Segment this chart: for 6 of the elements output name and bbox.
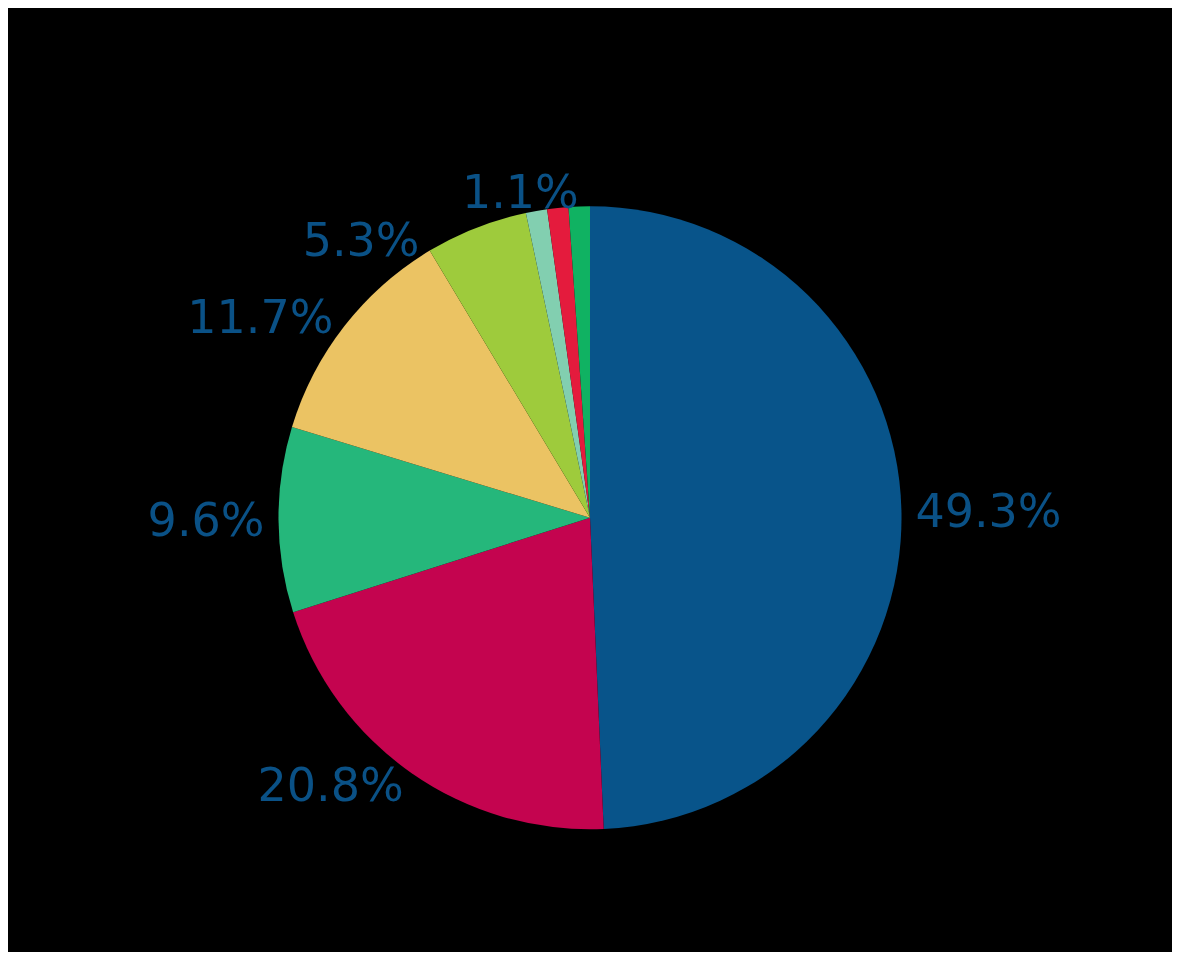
data-label: 9.6% — [147, 492, 265, 547]
data-label: 1.1% — [461, 165, 579, 220]
data-label: 20.8% — [257, 757, 404, 812]
data-label: 49.3% — [915, 483, 1062, 538]
data-label: 5.3% — [302, 213, 420, 268]
data-label: 11.7% — [187, 290, 334, 345]
